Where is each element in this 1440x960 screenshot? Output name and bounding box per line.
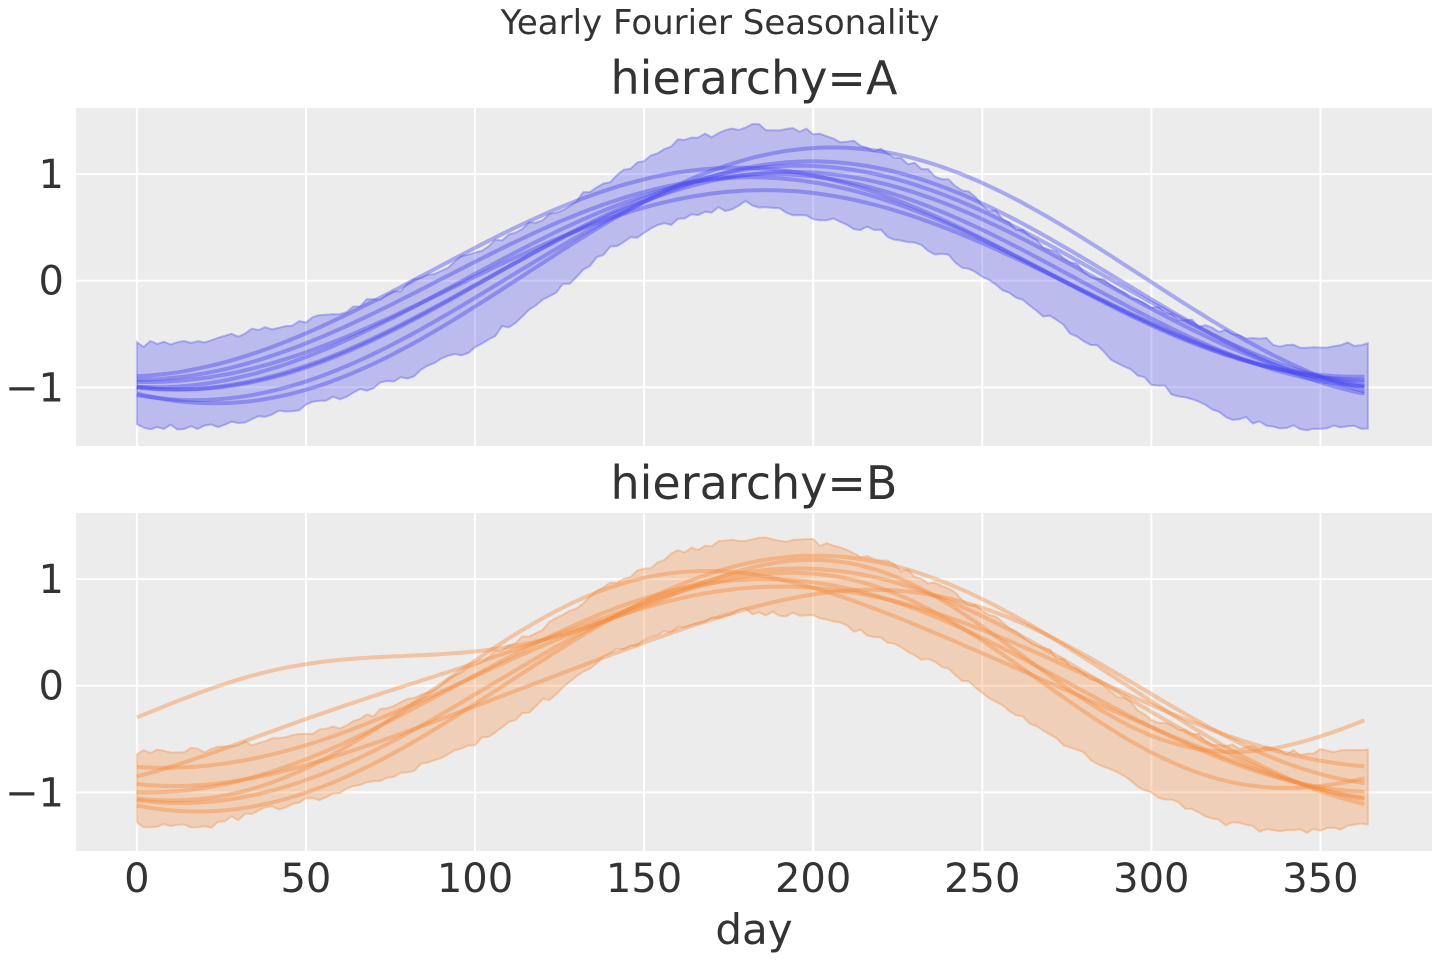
panel-hierarchy-b: hierarchy=B −1 0 1	[5, 456, 1432, 851]
series-line-3	[136, 566, 1365, 806]
chart-title: Yearly Fourier Seasonality	[500, 3, 940, 43]
series-line-5	[136, 188, 1365, 385]
x-tick-label: 300	[1113, 856, 1189, 902]
hdi-band	[135, 122, 1369, 432]
plot-area-background	[76, 108, 1432, 446]
series-line-6	[136, 557, 1366, 755]
series-line-4	[136, 159, 1365, 403]
panel-title-a: hierarchy=A	[611, 51, 898, 105]
y-tick-label: 0	[39, 664, 64, 710]
series-line-6	[136, 163, 1365, 392]
series-line-1	[136, 577, 1365, 795]
series-line-1	[136, 170, 1365, 392]
series-line-8	[136, 145, 1365, 406]
series-line-5	[136, 568, 1365, 803]
x-tick-label: 100	[437, 856, 513, 902]
series-line-7	[136, 553, 1365, 814]
series-line-4	[136, 584, 1365, 770]
x-tick-label: 200	[775, 856, 851, 902]
y-tick-label: 0	[39, 259, 64, 305]
panel-hierarchy-a: hierarchy=A −1 0 1	[5, 51, 1432, 446]
x-tick-label: 0	[124, 856, 149, 902]
y-tick-label: 1	[39, 152, 64, 198]
y-tick-label: 1	[39, 557, 64, 603]
series-line-2	[136, 175, 1365, 382]
hdi-band	[135, 536, 1369, 834]
series-line-3	[136, 172, 1365, 390]
x-tick-label: 350	[1282, 856, 1358, 902]
x-tick-label: 50	[280, 856, 331, 902]
series-line-7	[136, 165, 1365, 379]
plot-area-background	[76, 513, 1432, 851]
panel-title-b: hierarchy=B	[610, 456, 897, 510]
x-axis-label: day	[715, 905, 792, 954]
series-line-8	[136, 587, 1365, 789]
y-tick-label: −1	[5, 365, 64, 411]
y-tick-label: −1	[5, 770, 64, 816]
x-tick-label: 150	[606, 856, 682, 902]
series-line-2	[136, 570, 1365, 791]
x-tick-label: 250	[944, 856, 1020, 902]
